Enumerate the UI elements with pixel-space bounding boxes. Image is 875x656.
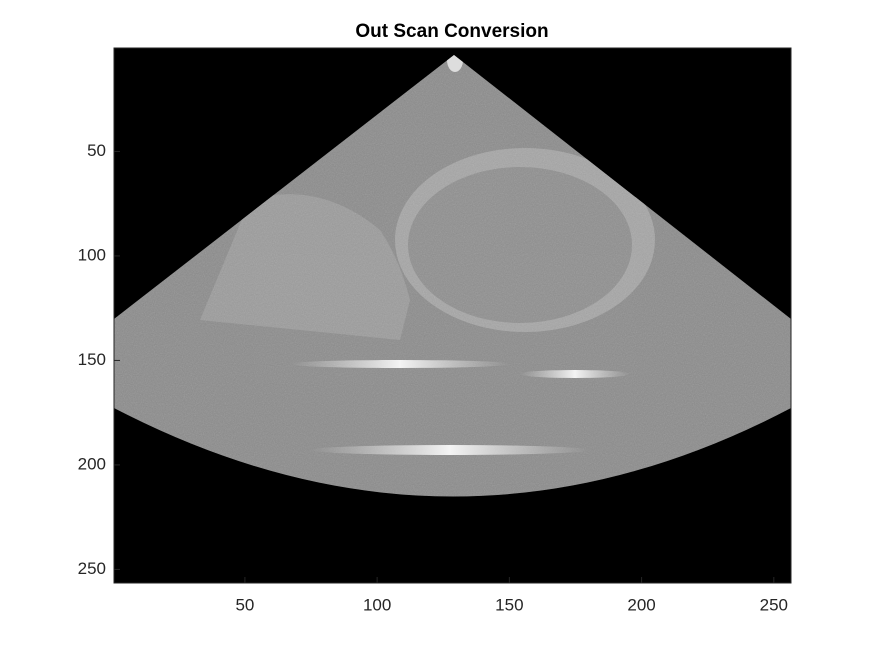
echo bbox=[290, 360, 510, 368]
apex bbox=[447, 55, 463, 72]
echo bbox=[310, 445, 590, 455]
x-tick-label: 250 bbox=[760, 595, 788, 614]
x-tick-label: 200 bbox=[627, 595, 655, 614]
y-tick-label: 150 bbox=[78, 350, 106, 369]
x-tick-label: 50 bbox=[235, 595, 254, 614]
echo bbox=[520, 370, 630, 378]
y-tick-label: 50 bbox=[87, 141, 106, 160]
y-tick-label: 200 bbox=[78, 454, 106, 473]
x-tick-label: 150 bbox=[495, 595, 523, 614]
y-tick-label: 250 bbox=[78, 559, 106, 578]
chart-title: Out Scan Conversion bbox=[355, 21, 548, 42]
y-tick-label: 100 bbox=[78, 245, 106, 264]
axes-box bbox=[113, 47, 792, 584]
x-tick-label: 100 bbox=[363, 595, 391, 614]
